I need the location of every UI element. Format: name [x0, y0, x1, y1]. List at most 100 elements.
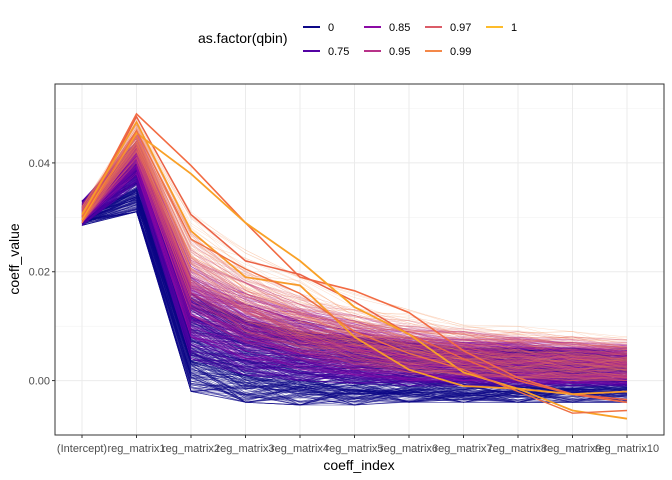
- band-line: [81, 151, 628, 359]
- band-line: [81, 157, 628, 367]
- legend-label: 0.95: [389, 46, 410, 58]
- band-line: [81, 146, 628, 376]
- band-line: [81, 143, 628, 369]
- legend-label: 0: [328, 22, 334, 34]
- band-line: [81, 135, 628, 354]
- band-line: [81, 145, 628, 355]
- band-line: [81, 149, 628, 370]
- band-line: [81, 147, 628, 358]
- x-tick-label: reg_matrix4: [271, 443, 329, 455]
- band-line: [81, 142, 628, 371]
- band-line: [81, 136, 628, 360]
- band-line: [81, 155, 628, 371]
- y-axis: 0.00 0.02 0.04: [29, 158, 55, 388]
- band-line: [81, 142, 628, 350]
- x-axis-title: coeff_index: [323, 457, 394, 473]
- band-line: [81, 148, 628, 371]
- x-tick-label: reg_matrix8: [489, 443, 547, 455]
- band-line: [81, 141, 628, 360]
- band-line: [81, 131, 628, 353]
- y-axis-title: coeff_value: [6, 223, 22, 295]
- band-line: [81, 131, 628, 361]
- band-line: [81, 173, 628, 382]
- band-line: [81, 144, 628, 351]
- band-line: [81, 176, 628, 383]
- band-line: [81, 145, 628, 356]
- band-line: [81, 162, 628, 381]
- band-line: [81, 127, 628, 344]
- band-line: [81, 146, 628, 369]
- band-line: [81, 134, 628, 358]
- band-line: [81, 148, 628, 366]
- band-line: [81, 162, 628, 380]
- band-line: [81, 148, 628, 351]
- band-line: [81, 143, 628, 364]
- band-line: [81, 135, 628, 348]
- band-line: [81, 137, 628, 361]
- band-line: [81, 157, 628, 377]
- band-line: [81, 175, 628, 384]
- band-line: [81, 154, 628, 368]
- band-line: [81, 167, 628, 384]
- band-line: [81, 146, 628, 350]
- band-line: [81, 159, 628, 374]
- band-line: [81, 188, 628, 387]
- band-line: [81, 161, 628, 379]
- band-line: [81, 157, 628, 381]
- coefficient-lines: [81, 112, 628, 420]
- band-line: [81, 157, 628, 363]
- band-line: [81, 129, 628, 349]
- band-line: [81, 156, 628, 371]
- band-line: [81, 158, 628, 377]
- band-line: [81, 152, 628, 361]
- band-line: [81, 162, 628, 365]
- legend-entry-0.85: 0.85: [364, 22, 410, 34]
- band-line: [81, 144, 628, 369]
- band-line: [81, 157, 628, 369]
- band-line: [81, 162, 628, 368]
- band-line: [81, 154, 628, 379]
- band-line: [81, 165, 628, 376]
- band-qbin-0.95: [81, 129, 628, 381]
- band-line: [81, 152, 628, 360]
- band-line: [81, 137, 628, 372]
- band-line: [81, 144, 628, 367]
- band-line: [81, 145, 628, 378]
- band-line: [81, 155, 628, 368]
- band-line: [81, 138, 628, 353]
- band-line: [81, 169, 628, 384]
- band-line: [81, 136, 628, 356]
- band-line: [81, 165, 628, 371]
- band-line: [81, 160, 628, 372]
- band-line: [81, 171, 628, 384]
- band-line: [81, 161, 628, 380]
- band-line: [81, 136, 628, 362]
- band-line: [81, 133, 628, 357]
- band-line: [81, 147, 628, 368]
- band-line: [81, 125, 628, 350]
- band-line: [81, 162, 628, 381]
- band-line: [81, 170, 628, 383]
- band-line: [81, 127, 628, 355]
- band-line: [81, 198, 628, 402]
- band-line: [81, 126, 628, 341]
- x-tick-label: reg_matrix5: [325, 443, 383, 455]
- band-line: [81, 177, 627, 387]
- band-line: [81, 150, 628, 366]
- band-line: [81, 159, 628, 363]
- band-line: [81, 171, 628, 369]
- band-line: [81, 133, 628, 356]
- band-line: [81, 208, 628, 402]
- band-line: [81, 145, 628, 362]
- band-line: [81, 165, 628, 384]
- band-line: [81, 158, 628, 367]
- band-line: [81, 147, 628, 358]
- band-line: [81, 156, 628, 363]
- band-line: [81, 157, 628, 379]
- band-line: [81, 158, 628, 381]
- band-line: [81, 189, 628, 379]
- band-line: [81, 142, 628, 360]
- band-line: [81, 131, 628, 349]
- band-line: [81, 147, 628, 364]
